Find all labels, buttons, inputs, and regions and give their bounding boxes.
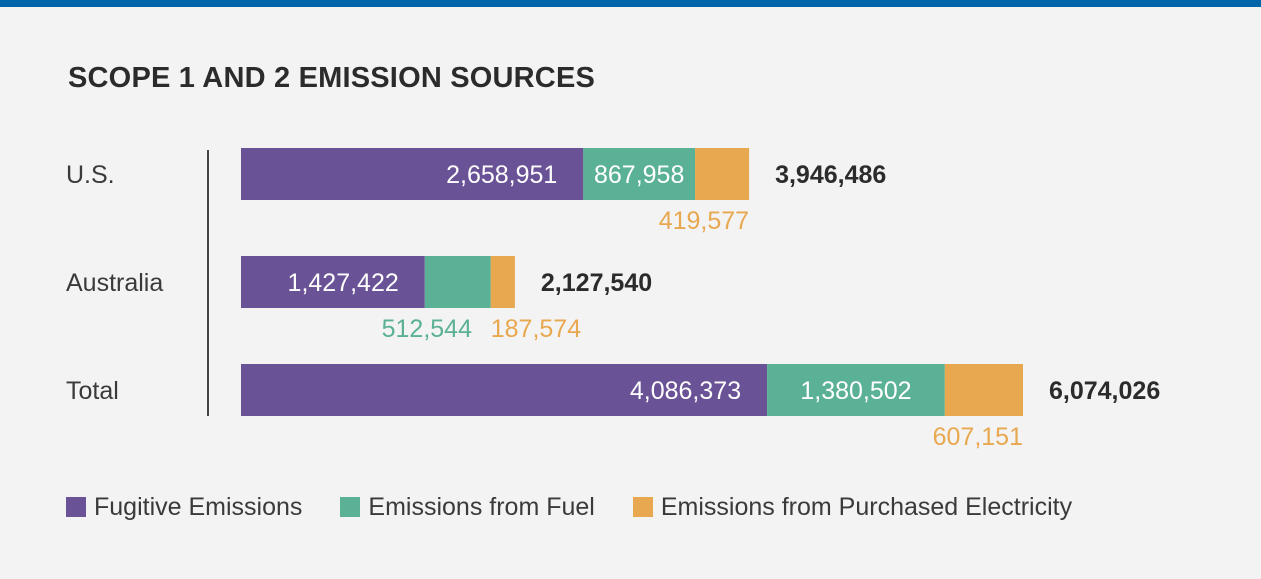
legend-item-fuel: Emissions from Fuel [340,492,595,522]
category-label-australia: Australia [66,269,163,297]
bar-us-fugitive [241,148,584,200]
data-label-australia-electricity: 187,574 [491,315,581,343]
data-label-australia-fugitive: 1,427,422 [288,269,399,297]
data-label-australia-fuel: 512,544 [382,315,472,343]
legend-swatch-electricity [632,497,653,517]
total-label-australia: 2,127,540 [541,269,652,297]
bar-us-electricity [695,148,750,200]
bar-australia-fugitive [241,256,425,308]
legend-item-fugitive: Fugitive Emissions [66,493,302,522]
bar-total-electricity [944,364,1023,416]
bar-australia-electricity [490,256,515,308]
category-label-total: Total [66,377,119,405]
legend-label-fugitive: Fugitive Emissions [94,492,303,521]
legend-swatch-fuel [340,497,361,517]
legend-label-fuel: Emissions from Fuel [368,492,595,521]
data-label-total-electricity: 607,151 [933,423,1023,451]
category-label-us: U.S. [66,161,115,189]
total-label-us: 3,946,486 [775,161,886,189]
bar-us-fuel [583,148,696,200]
bar-total-fugitive [241,364,768,416]
legend-swatch-fugitive [66,497,86,517]
data-label-us-electricity: 419,577 [659,207,749,235]
data-label-total-fuel: 1,380,502 [800,377,911,405]
legend: Fugitive Emissions Emissions from Fuel E… [66,492,1110,522]
chart-title: SCOPE 1 AND 2 EMISSION SOURCES [68,62,596,94]
top-accent-bar [0,0,1261,7]
legend-item-electricity: Emissions from Purchased Electricity [632,492,1073,522]
data-label-total-fugitive: 4,086,373 [630,377,741,405]
total-label-total: 6,074,026 [1049,377,1160,405]
legend-label-electricity: Emissions from Purchased Electricity [660,492,1073,521]
bar-australia-fuel [424,256,491,308]
data-label-us-fuel: 867,958 [594,161,684,189]
data-label-us-fugitive: 2,658,951 [446,161,557,189]
bar-total-fuel [767,364,945,416]
